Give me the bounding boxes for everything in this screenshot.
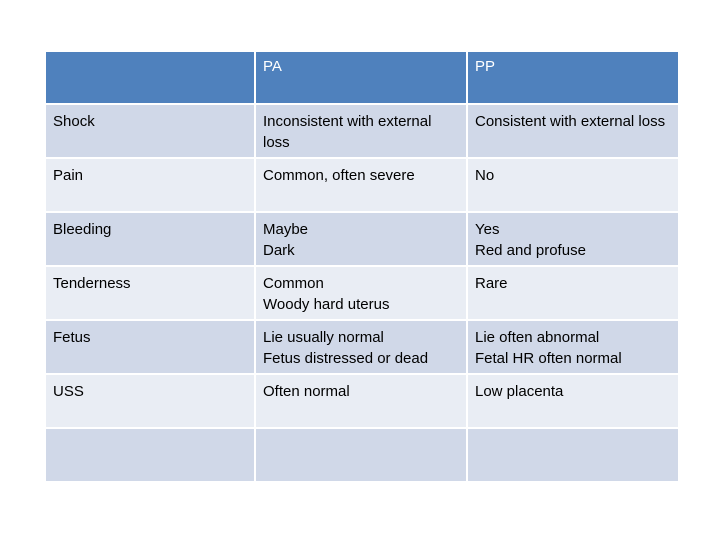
- pa-cell: Inconsistent with external loss: [256, 105, 466, 157]
- row-label-cell: Fetus: [46, 321, 254, 373]
- table-row-empty: [46, 429, 678, 481]
- table-row: Tenderness Common Woody hard uterus Rare: [46, 267, 678, 319]
- pp-cell: Rare: [468, 267, 678, 319]
- header-cell-pp: PP: [468, 52, 678, 103]
- pp-cell: Consistent with external loss: [468, 105, 678, 157]
- table-row: Pain Common, often severe No: [46, 159, 678, 211]
- row-label-cell: [46, 429, 254, 481]
- pa-cell: [256, 429, 466, 481]
- table-header-row: PA PP: [46, 52, 678, 103]
- pa-cell: Common, often severe: [256, 159, 466, 211]
- table-row: Bleeding Maybe Dark Yes Red and profuse: [46, 213, 678, 265]
- header-cell-empty: [46, 52, 254, 103]
- row-label-cell: Tenderness: [46, 267, 254, 319]
- table-row: USS Often normal Low placenta: [46, 375, 678, 427]
- pp-cell: Lie often abnormal Fetal HR often normal: [468, 321, 678, 373]
- row-label-cell: USS: [46, 375, 254, 427]
- pa-cell: Maybe Dark: [256, 213, 466, 265]
- pp-cell: Yes Red and profuse: [468, 213, 678, 265]
- row-label-cell: Shock: [46, 105, 254, 157]
- pp-cell: Low placenta: [468, 375, 678, 427]
- table-row: Fetus Lie usually normal Fetus distresse…: [46, 321, 678, 373]
- pa-cell: Often normal: [256, 375, 466, 427]
- pp-cell: No: [468, 159, 678, 211]
- pp-cell: [468, 429, 678, 481]
- row-label-cell: Bleeding: [46, 213, 254, 265]
- table-row: Shock Inconsistent with external loss Co…: [46, 105, 678, 157]
- pa-cell: Lie usually normal Fetus distressed or d…: [256, 321, 466, 373]
- pa-cell: Common Woody hard uterus: [256, 267, 466, 319]
- row-label-cell: Pain: [46, 159, 254, 211]
- header-cell-pa: PA: [256, 52, 466, 103]
- comparison-table: PA PP Shock Inconsistent with external l…: [44, 50, 680, 483]
